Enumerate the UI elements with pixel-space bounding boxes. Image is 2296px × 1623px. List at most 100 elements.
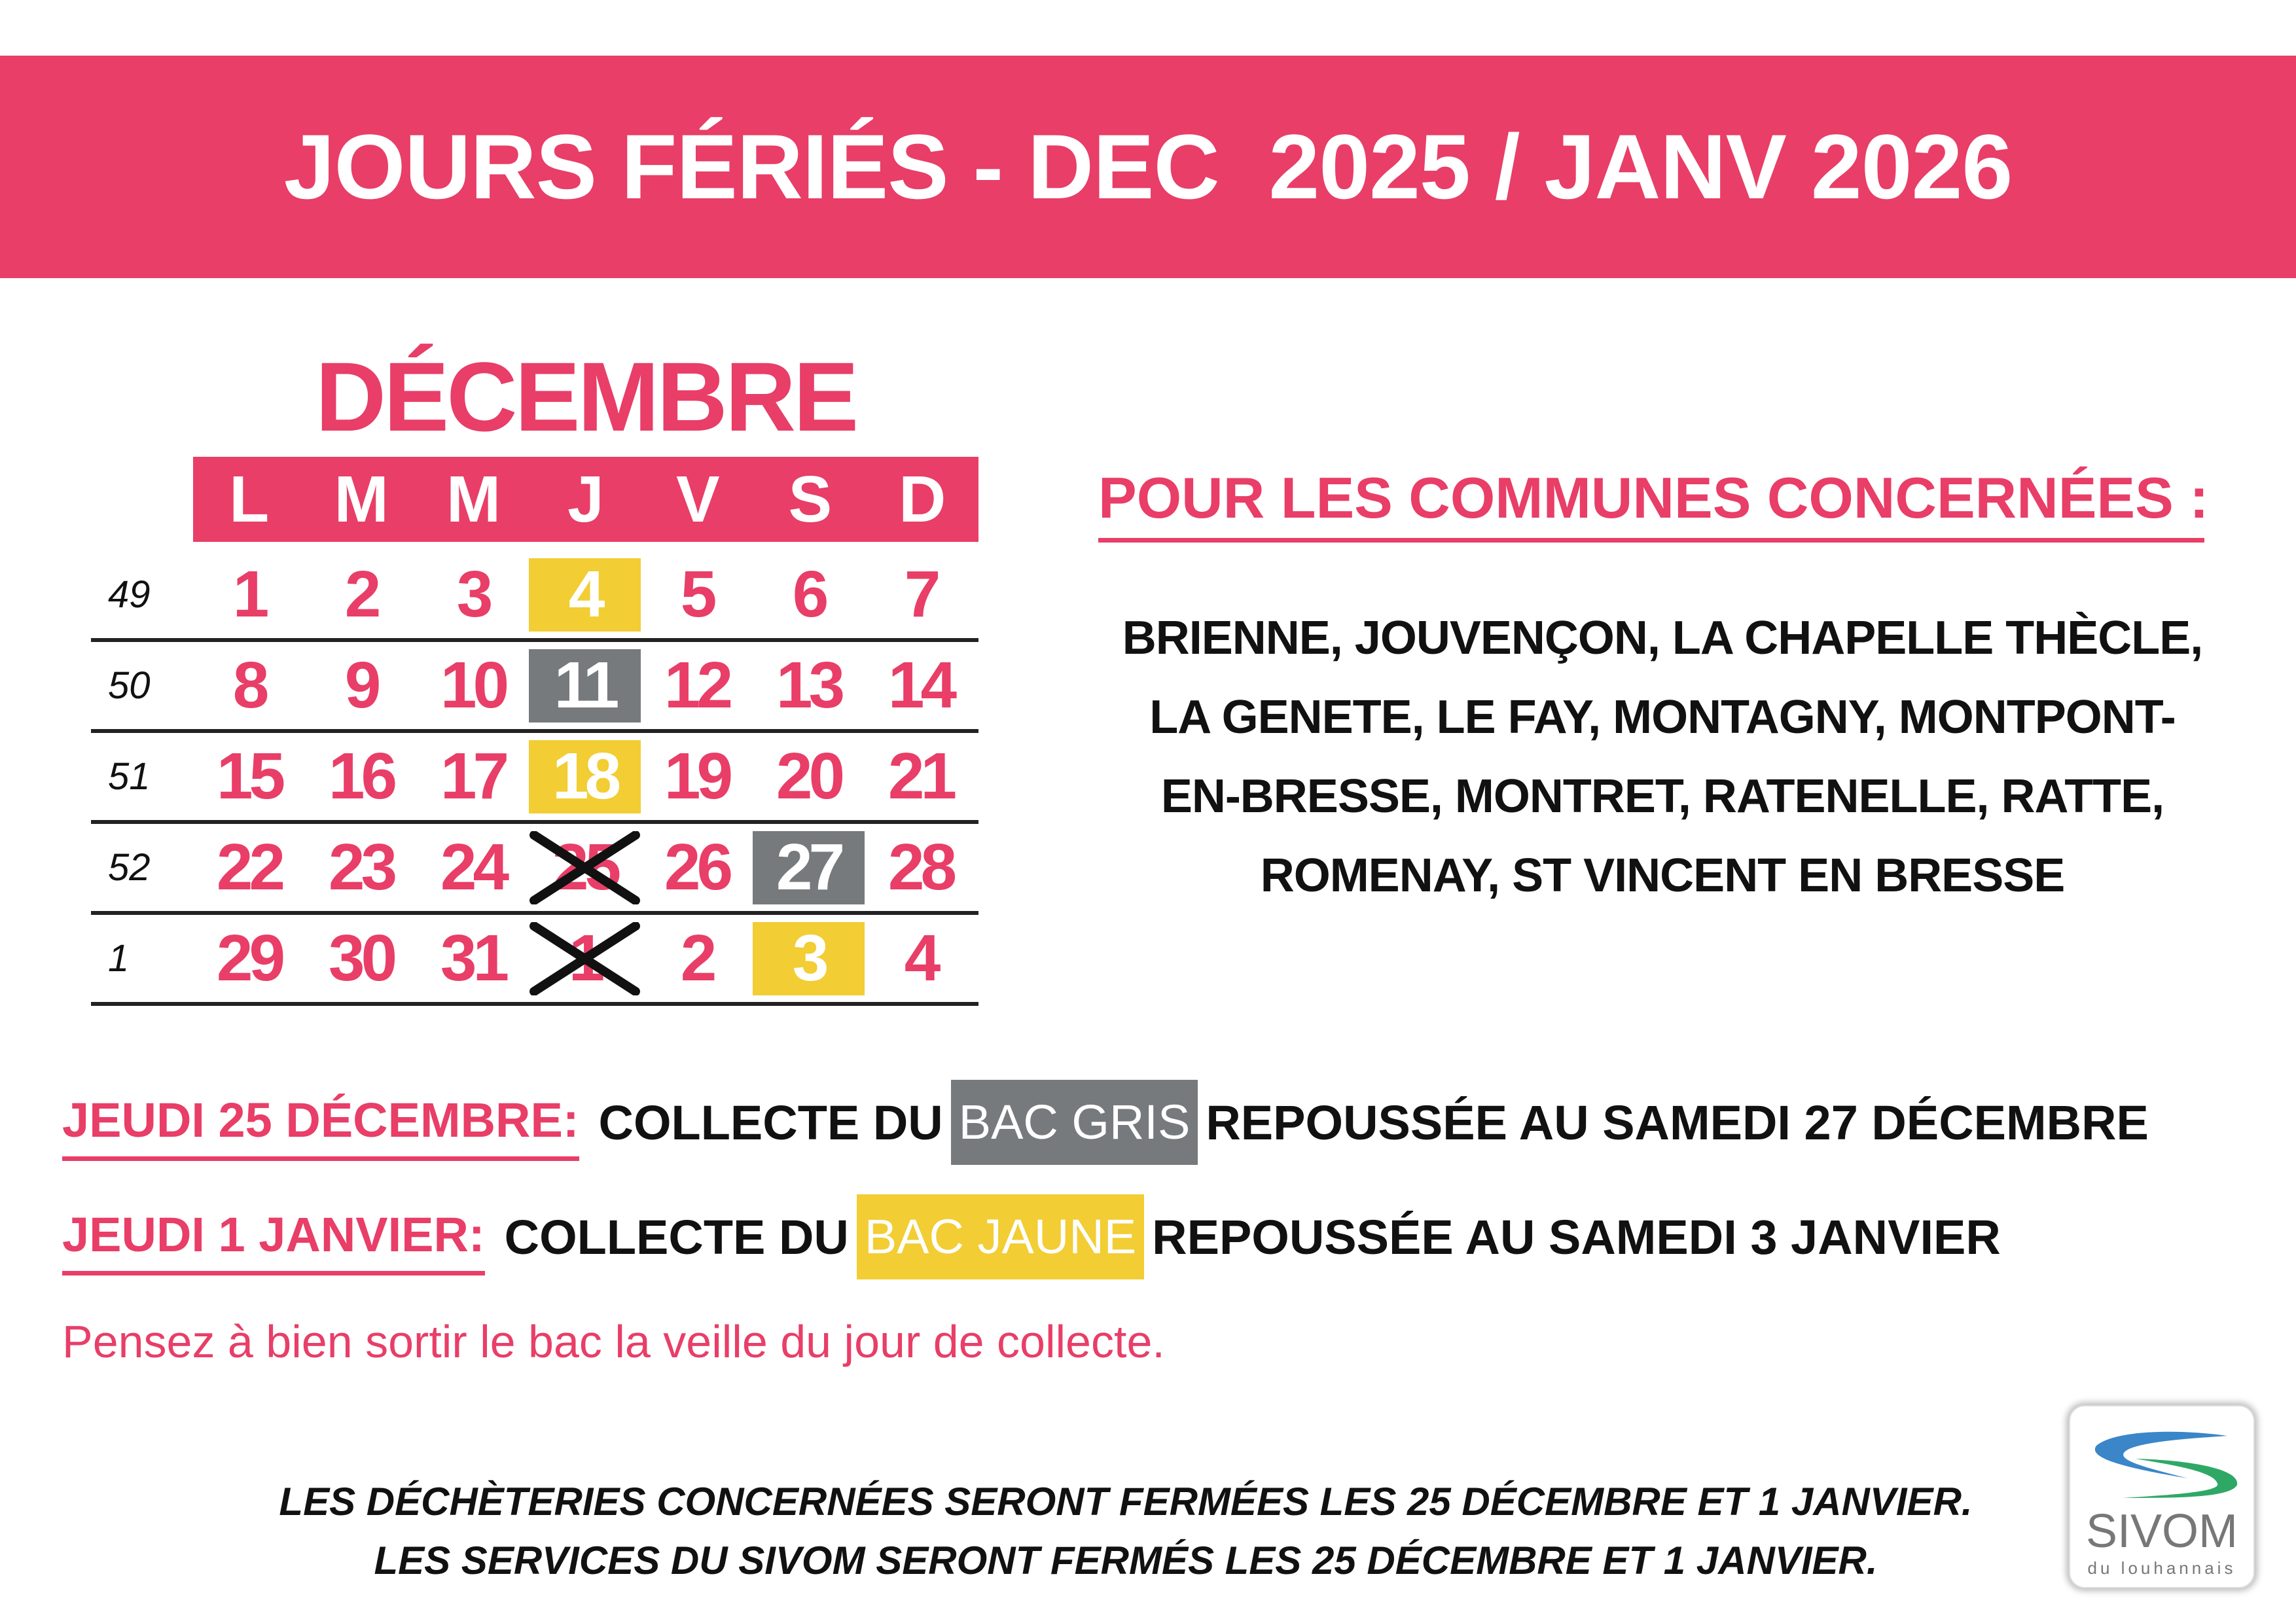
title-banner: JOURS FÉRIÉS - DEC 2025 / JANV 2026 <box>0 56 2296 278</box>
day-cell: 16 <box>305 740 417 813</box>
day-cell: 2 <box>305 558 417 632</box>
day-cell: 25 <box>529 830 641 904</box>
notice-label: JEUDI 1 JANVIER: <box>62 1199 485 1275</box>
communes-line: EN-BRESSE, MONTRET, RATENELLE, RATTE, <box>1160 770 2164 823</box>
day-cell: 30 <box>305 921 417 995</box>
day-cell: 3 <box>753 921 865 995</box>
cross-icon <box>529 830 640 904</box>
week-number: 51 <box>108 755 151 798</box>
week-row: 51 15 16 17 18 19 20 21 <box>91 733 978 824</box>
day-number: 7 <box>904 558 941 631</box>
day-cell: 18 <box>529 740 641 813</box>
day-number: 19 <box>664 740 733 813</box>
month-title: DÉCEMBRE <box>315 342 859 452</box>
communes-line: BRIENNE, JOUVENÇON, LA CHAPELLE THÈCLE, <box>1122 612 2203 664</box>
heading-underline <box>1098 538 2204 543</box>
day-number: 13 <box>776 649 845 722</box>
day-number: 28 <box>888 830 957 904</box>
bac-jaune-badge: BAC JAUNE <box>856 1194 1145 1279</box>
day-number: 4 <box>904 921 941 995</box>
weekday-2: M <box>446 463 501 536</box>
day-cell: 14 <box>865 649 977 722</box>
day-number: 18 <box>552 740 621 813</box>
day-cell: 9 <box>305 649 417 722</box>
communes-line: ROMENAY, ST VINCENT EN BRESSE <box>1260 849 2066 902</box>
week-row: 50 8 9 10 11 12 13 14 <box>91 642 978 733</box>
sivom-logo: SIVOM du louhannais <box>2069 1405 2255 1588</box>
day-cell: 26 <box>641 830 753 904</box>
day-cell: 22 <box>193 830 305 904</box>
day-number: 23 <box>328 830 397 904</box>
day-number: 21 <box>888 740 957 813</box>
day-cell: 1 <box>529 921 641 995</box>
cross-icon <box>529 921 640 995</box>
day-number: 27 <box>776 830 845 904</box>
day-number: 24 <box>440 830 509 904</box>
week-row: 52 22 23 24 25 26 27 28 <box>91 824 978 915</box>
day-number: 26 <box>664 830 733 904</box>
day-number: 1 <box>232 558 270 631</box>
day-number: 2 <box>344 558 382 631</box>
week-number: 52 <box>108 846 151 889</box>
day-cell: 23 <box>305 830 417 904</box>
day-number: 9 <box>344 649 382 722</box>
day-cell: 7 <box>865 558 977 632</box>
day-cell: 28 <box>865 830 977 904</box>
day-cell: 12 <box>641 649 753 722</box>
day-cell: 5 <box>641 558 753 632</box>
day-number: 30 <box>328 921 397 995</box>
weekday-0: L <box>229 463 270 536</box>
reminder-text: Pensez à bien sortir le bac la veille du… <box>62 1316 1165 1367</box>
day-cell: 29 <box>193 921 305 995</box>
day-number: 14 <box>888 649 957 722</box>
day-cell: 20 <box>753 740 865 813</box>
day-number: 16 <box>328 740 397 813</box>
day-cell: 19 <box>641 740 753 813</box>
communes-heading: POUR LES COMMUNES CONCERNÉES : <box>1098 465 2209 530</box>
week-number: 1 <box>108 937 130 980</box>
notice-label: JEUDI 25 DÉCEMBRE: <box>62 1084 579 1161</box>
day-cell: 31 <box>417 921 529 995</box>
day-cell: 2 <box>641 921 753 995</box>
footer-notes: LES DÉCHÈTERIES CONCERNÉES SERONT FERMÉE… <box>196 1472 2055 1590</box>
day-number: 3 <box>792 921 829 995</box>
day-number: 3 <box>456 558 493 631</box>
communes-list: BRIENNE, JOUVENÇON, LA CHAPELLE THÈCLE, … <box>1047 599 2278 916</box>
footer-line: LES DÉCHÈTERIES CONCERNÉES SERONT FERMÉE… <box>279 1480 1973 1524</box>
day-number: 8 <box>232 649 270 722</box>
day-number: 6 <box>792 558 829 631</box>
day-number: 29 <box>216 921 285 995</box>
day-number: 11 <box>554 649 620 722</box>
day-cell: 21 <box>865 740 977 813</box>
day-number: 17 <box>440 740 509 813</box>
day-number: 31 <box>440 921 509 995</box>
weekday-4: V <box>676 463 720 536</box>
day-cell: 8 <box>193 649 305 722</box>
day-cell: 13 <box>753 649 865 722</box>
day-number: 5 <box>680 558 717 631</box>
week-row: 12930311234 <box>91 915 978 1006</box>
day-number: 20 <box>776 740 845 813</box>
day-number: 4 <box>568 558 605 631</box>
weekday-3: J <box>567 463 604 536</box>
day-cell: 3 <box>417 558 529 632</box>
weekday-1: M <box>334 463 389 536</box>
calendar-grid: 49 1 2 3 4 5 6 7 50 8 9 10 11 12 13 14 51 15 16 17 18 19 20 21 5… <box>91 551 978 1006</box>
day-cell: 15 <box>193 740 305 813</box>
page-title: JOURS FÉRIÉS - DEC 2025 / JANV 2026 <box>283 115 2013 218</box>
week-row: 49 1 2 3 4 5 6 7 <box>91 551 978 642</box>
weekday-5: S <box>788 463 833 536</box>
day-cell: 1 <box>193 558 305 632</box>
communes-line: LA GENETE, LE FAY, MONTAGNY, MONTPONT- <box>1149 691 2176 743</box>
week-number: 49 <box>108 573 151 616</box>
week-number: 50 <box>108 664 151 707</box>
day-cell: 4 <box>865 921 977 995</box>
day-number: 15 <box>216 740 285 813</box>
day-cell: 17 <box>417 740 529 813</box>
notice-jan-1: JEUDI 1 JANVIER: COLLECTE DU BAC JAUNE R… <box>62 1194 2274 1279</box>
day-number: 12 <box>664 649 733 722</box>
notice-dec-25: JEUDI 25 DÉCEMBRE: COLLECTE DU BAC GRIS … <box>62 1080 2274 1165</box>
weekday-6: D <box>899 463 946 536</box>
day-cell: 11 <box>529 649 641 722</box>
